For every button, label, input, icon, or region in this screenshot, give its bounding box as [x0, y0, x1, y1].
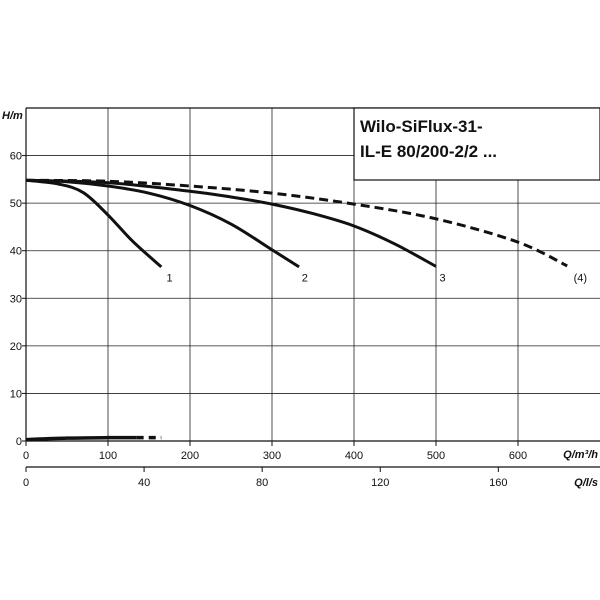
y-tick-label-60: 60	[10, 151, 22, 163]
curve-label-1: 1	[166, 273, 172, 285]
x2-tick-label-120: 120	[371, 477, 389, 489]
curve-label-2: 2	[302, 273, 308, 285]
x-tick-label-400: 400	[345, 450, 363, 462]
chart-title-line-1: Wilo-SiFlux-31-	[360, 117, 483, 136]
x-tick-label-200: 200	[181, 450, 199, 462]
x-tick-label-500: 500	[427, 450, 445, 462]
x2-tick-label-0: 0	[23, 477, 29, 489]
x-tick-label-300: 300	[263, 450, 281, 462]
y-tick-label-30: 30	[10, 293, 22, 305]
series-1-line	[25, 178, 163, 269]
series-3-line	[25, 178, 437, 268]
y-tick-label-50: 50	[10, 198, 22, 210]
curve-labels: 1 2 3 (4)	[166, 273, 587, 285]
x2-tick-label-160: 160	[489, 477, 507, 489]
x-tick-label-600: 600	[509, 450, 527, 462]
y-tick-label-20: 20	[10, 341, 22, 353]
y-tick-label-40: 40	[10, 246, 22, 258]
y-axis-label: H/m	[2, 110, 23, 122]
x-tick-label-100: 100	[99, 450, 117, 462]
x2-tick-label-40: 40	[138, 477, 150, 489]
title-box-background	[353, 107, 600, 181]
series-4-line	[25, 435, 137, 442]
series-group	[25, 178, 568, 442]
y-tick-label-0: 0	[16, 436, 22, 448]
x-axis-label-primary: Q/m³/h	[563, 449, 598, 461]
curve-label-3: 3	[439, 273, 445, 285]
x-axis-label-secondary: Q/l/s	[574, 477, 598, 489]
x-tick-label-0: 0	[23, 450, 29, 462]
x2-tick-label-80: 80	[256, 477, 268, 489]
chart-title-line-2: IL-E 80/200-2/2 ...	[360, 142, 497, 161]
series-4-line	[25, 178, 568, 268]
axis-labels: H/m Q/m³/h Q/l/s	[2, 110, 598, 489]
title-box: Wilo-SiFlux-31- IL-E 80/200-2/2 ...	[353, 107, 600, 181]
series-2-line	[25, 178, 300, 269]
curve-label-4: (4)	[574, 273, 587, 285]
y-tick-label-10: 10	[10, 388, 22, 400]
